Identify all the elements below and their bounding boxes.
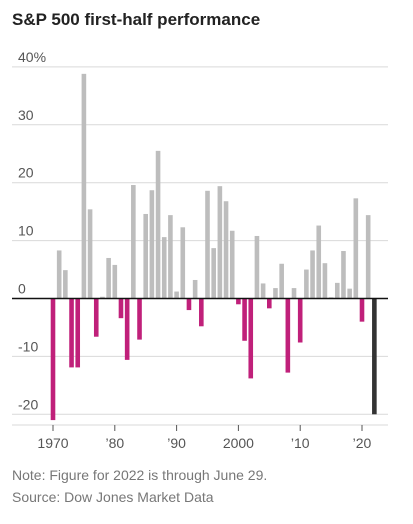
bar-2014	[322, 263, 328, 299]
y-tick-label: -20	[18, 396, 38, 412]
y-tick-label: 10	[18, 223, 34, 239]
bar-2019	[353, 198, 359, 299]
bar-2012	[310, 250, 315, 299]
chart-title: S&P 500 first-half performance	[12, 10, 261, 29]
x-tick-label: ’10	[291, 435, 310, 451]
bar-2000	[236, 298, 241, 305]
bar-1982	[124, 298, 130, 360]
bar-1999	[229, 230, 235, 299]
bar-1979	[106, 257, 111, 299]
bar-1991	[180, 227, 186, 299]
bar-2022	[372, 298, 377, 415]
bar-1973	[69, 298, 74, 368]
bar-1978	[100, 296, 105, 299]
bar-1971	[56, 250, 62, 299]
bar-1981	[118, 298, 124, 319]
bar-1983	[131, 185, 136, 299]
bar-1997	[217, 186, 223, 299]
bar-2021	[365, 215, 371, 299]
bar-1998	[223, 201, 229, 299]
bar-1974	[75, 298, 81, 368]
bar-1989	[168, 215, 173, 299]
bar-2018	[347, 288, 352, 299]
bar-2009	[291, 288, 297, 299]
bar-1988	[161, 237, 167, 299]
y-tick-label: 40%	[18, 49, 46, 65]
bar-1970	[50, 298, 56, 421]
x-tick-label: ’90	[167, 435, 186, 451]
bar-1985	[143, 213, 148, 299]
bar-1972	[63, 270, 68, 299]
bar-2010	[297, 298, 303, 343]
bar-2003	[254, 235, 260, 299]
bar-chart: 40% 30 20 10 0 -10 -20 1970 ’80 ’90 2000 ’10 ’20	[12, 49, 388, 451]
bar-2006	[273, 288, 278, 299]
bar-1996	[211, 248, 216, 299]
bar-1990	[174, 291, 179, 299]
chart-note: Note: Figure for 2022 is through June 29…	[12, 467, 268, 483]
y-tick-label: 20	[18, 165, 34, 181]
y-tick-label: 30	[18, 107, 34, 123]
y-tick-label: 0	[18, 281, 26, 297]
bar-1977	[93, 298, 99, 337]
bar-2004	[260, 283, 266, 299]
bar-2017	[341, 251, 346, 299]
bar-1987	[155, 150, 161, 299]
y-tick-label: -10	[18, 338, 38, 354]
bar-1993	[192, 279, 198, 299]
bar-1986	[149, 190, 155, 299]
x-tick-label: 2000	[223, 435, 254, 451]
bar-1984	[137, 298, 142, 340]
bar-2008	[285, 298, 291, 373]
bar-2013	[316, 225, 322, 299]
bar-2020	[359, 298, 365, 322]
bar-2002	[248, 298, 254, 379]
x-tick-label: ’20	[353, 435, 372, 451]
bar-2007	[279, 263, 284, 299]
x-tick-label: ’80	[105, 435, 124, 451]
x-tick-label: 1970	[37, 435, 68, 451]
bar-2011	[304, 269, 309, 299]
bar-1992	[186, 298, 192, 311]
bar-1980	[112, 264, 118, 299]
bar-1975	[81, 73, 87, 299]
bar-1995	[205, 190, 210, 299]
bar-2001	[242, 298, 247, 341]
bar-1976	[87, 209, 93, 299]
bar-2016	[334, 282, 340, 299]
chart-source: Source: Dow Jones Market Data	[12, 489, 214, 505]
bar-2005	[267, 298, 272, 309]
bar-1994	[199, 298, 204, 327]
